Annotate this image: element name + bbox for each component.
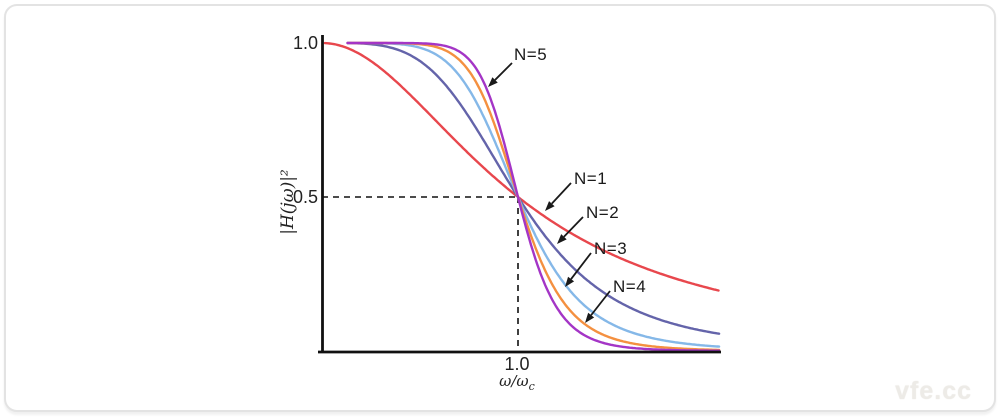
y-tick-0.5: 0.5 bbox=[292, 187, 318, 207]
annotation-arrow-line-N=5 bbox=[494, 62, 513, 81]
x-axis-label-main: ω/ω bbox=[499, 372, 529, 390]
curve-N=2 bbox=[346, 41, 721, 335]
curve-N=5 bbox=[346, 41, 721, 352]
x-axis-label: ω/ωc bbox=[487, 372, 547, 393]
annotation-arrowhead-N=4 bbox=[585, 312, 595, 323]
annotation-arrow-line-N=2 bbox=[563, 216, 584, 238]
curve-N=1 bbox=[323, 41, 720, 292]
annotation-N2: N=2 bbox=[586, 203, 620, 222]
annotation-arrowhead-N=5 bbox=[488, 77, 498, 87]
y-axis-label: |H(jω)|² bbox=[278, 169, 298, 235]
curve-N=3 bbox=[346, 41, 721, 348]
annotation-arrowhead-N=1 bbox=[545, 201, 555, 211]
watermark: vfe.cc bbox=[895, 377, 972, 405]
x-axis-label-sub: c bbox=[528, 380, 535, 393]
x-tick-1.0: 1.0 bbox=[504, 354, 530, 374]
annotation-arrow-line-N=4 bbox=[590, 290, 611, 316]
annotation-arrow-line-N=3 bbox=[570, 252, 592, 280]
annotation-N4: N=4 bbox=[613, 277, 647, 296]
annotation-arrow-line-N=1 bbox=[551, 182, 572, 205]
annotation-arrowhead-N=2 bbox=[557, 234, 567, 244]
annotation-N3: N=3 bbox=[594, 239, 628, 258]
chart-card bbox=[4, 4, 996, 412]
y-tick-1.0: 1.0 bbox=[292, 33, 318, 53]
annotation-arrowhead-N=3 bbox=[565, 276, 575, 287]
annotation-N1: N=1 bbox=[574, 169, 608, 188]
annotation-N5: N=5 bbox=[514, 45, 548, 64]
